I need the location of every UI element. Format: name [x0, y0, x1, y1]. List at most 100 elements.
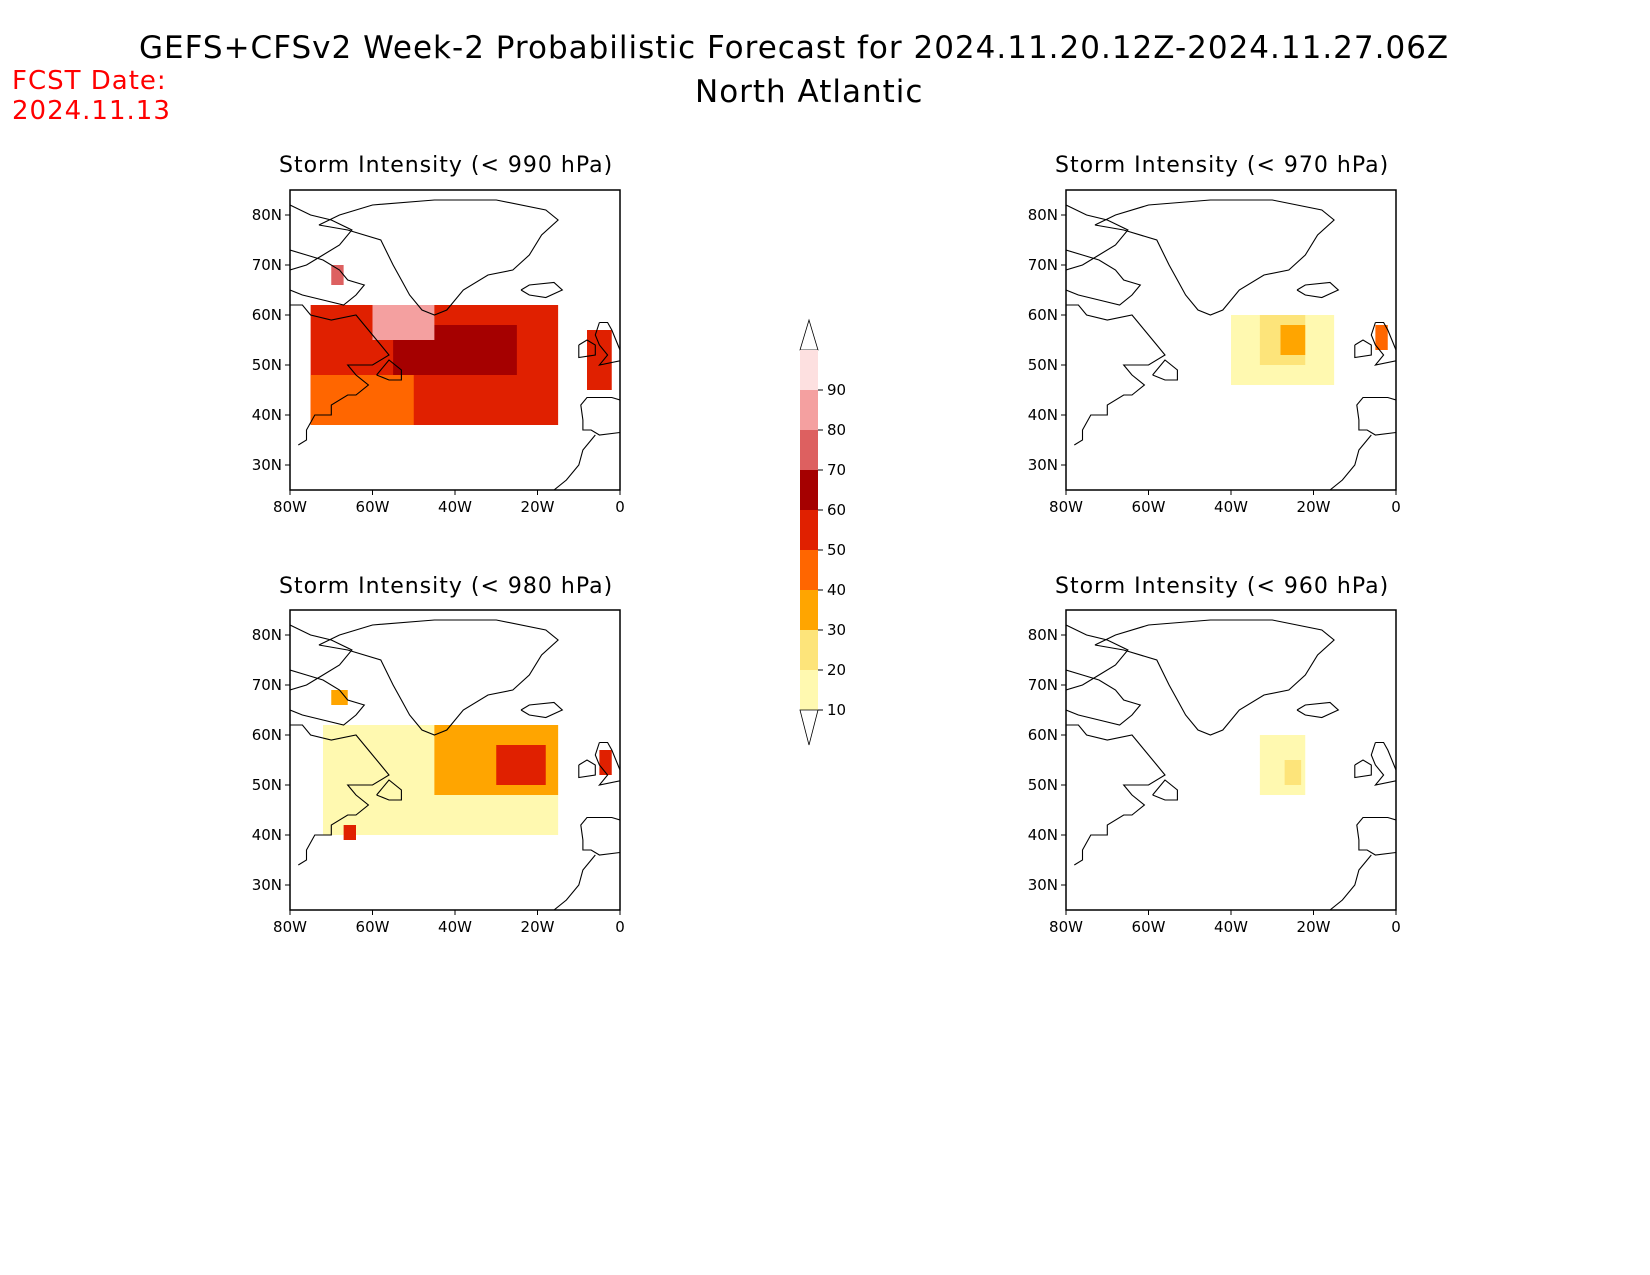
map-data-layer [1066, 619, 1396, 910]
panel-title-990: Storm Intensity (< 990 hPa) [279, 153, 614, 178]
lat-tick-label: 30N [1028, 456, 1058, 474]
coastline [1370, 321, 1396, 366]
coastline [318, 619, 559, 736]
coastline [376, 779, 402, 801]
probability-region [331, 690, 348, 705]
coastline [578, 339, 596, 359]
coastline [290, 724, 390, 866]
fcst-date-label: FCST Date: [12, 66, 167, 96]
coastline [520, 281, 564, 299]
lat-tick-label: 70N [1028, 676, 1058, 694]
panel-title-980: Storm Intensity (< 980 hPa) [279, 574, 614, 599]
probability-region [599, 750, 612, 775]
lon-tick-label: 80W [273, 918, 307, 936]
coastline [290, 304, 390, 446]
probability-region [372, 305, 435, 340]
lat-tick-label: 80N [1028, 626, 1058, 644]
coastline [1066, 669, 1142, 726]
lon-tick-label: 80W [1049, 498, 1083, 516]
map-panel-990: 80N 70N 60N 50N 40N 30N 80W 60W 40W 20W 0 [252, 189, 625, 516]
lat-tick-label: 30N [252, 456, 282, 474]
probability-region [1284, 760, 1302, 785]
lat-tick-label: 30N [1028, 876, 1058, 894]
lon-tick-label: 20W [1297, 498, 1331, 516]
colorbar-segment [800, 670, 818, 710]
lat-tick-label: 80N [252, 626, 282, 644]
colorbar-segment [800, 350, 818, 390]
map-panel-960: 80N 70N 60N 50N 40N 30N 80W 60W 40W 20W 0 [1028, 609, 1401, 936]
probability-region [1375, 325, 1388, 350]
lon-tick-label: 60W [1132, 918, 1166, 936]
coastline [1066, 724, 1166, 866]
lat-tick-label: 70N [252, 676, 282, 694]
region-subtitle: North Atlantic [695, 74, 924, 110]
lat-tick-label: 40N [252, 826, 282, 844]
map-data-layer [290, 619, 620, 910]
colorbar-label: 50 [827, 541, 846, 559]
coastline [1094, 619, 1335, 736]
lat-tick-label: 40N [252, 406, 282, 424]
coastline [1356, 816, 1396, 856]
map-panel-980: 80N 70N 60N 50N 40N 30N 80W 60W 40W 20W 0 [252, 609, 625, 936]
colorbar-segment [800, 390, 818, 430]
coastline [1329, 854, 1372, 910]
coastline [1152, 359, 1178, 381]
lat-tick-label: 50N [1028, 356, 1058, 374]
lon-tick-label: 60W [356, 498, 390, 516]
colorbar-segment [800, 550, 818, 590]
coastline [1354, 759, 1372, 779]
probability-region [496, 745, 546, 785]
lat-tick-label: 50N [252, 356, 282, 374]
coastline [290, 204, 353, 271]
lat-tick-label: 30N [252, 876, 282, 894]
lat-tick-label: 60N [1028, 726, 1058, 744]
coastline [1296, 701, 1340, 719]
colorbar-bottom-arrow [799, 709, 819, 746]
probability-region [343, 825, 356, 840]
lon-tick-label: 40W [1214, 498, 1248, 516]
lat-tick-label: 70N [1028, 256, 1058, 274]
coastline [1094, 199, 1335, 316]
coastline [376, 359, 402, 381]
coastline [580, 816, 620, 856]
colorbar-label: 30 [827, 621, 846, 639]
chart-title: GEFS+CFSv2 Week-2 Probabilistic Forecast… [139, 30, 1450, 66]
lon-tick-label: 0 [1391, 918, 1401, 936]
colorbar-label: 40 [827, 581, 846, 599]
colorbar-segment [800, 510, 818, 550]
lat-tick-label: 40N [1028, 406, 1058, 424]
lon-tick-label: 80W [1049, 918, 1083, 936]
lon-tick-label: 80W [273, 498, 307, 516]
colorbar-label: 90 [827, 381, 846, 399]
lon-tick-label: 0 [615, 918, 625, 936]
lon-tick-label: 20W [521, 498, 555, 516]
lon-tick-label: 20W [521, 918, 555, 936]
coastline [1296, 281, 1340, 299]
coastline [1356, 396, 1396, 436]
coastline [1066, 304, 1166, 446]
colorbar-label: 70 [827, 461, 846, 479]
coastline [594, 741, 620, 786]
colorbar-label: 80 [827, 421, 846, 439]
map-data-layer [1066, 199, 1396, 490]
probability-region [1280, 325, 1306, 355]
lon-tick-label: 40W [438, 498, 472, 516]
lon-tick-label: 40W [1214, 918, 1248, 936]
lat-tick-label: 60N [252, 306, 282, 324]
colorbar-label: 10 [827, 701, 846, 719]
coastline [580, 396, 620, 436]
coastline [594, 321, 620, 366]
colorbar-segment [800, 630, 818, 670]
lat-tick-label: 50N [1028, 776, 1058, 794]
lon-tick-label: 60W [1132, 498, 1166, 516]
coastline [1066, 624, 1129, 691]
coastline [1152, 779, 1178, 801]
coastline [1354, 339, 1372, 359]
colorbar-label: 60 [827, 501, 846, 519]
lat-tick-label: 50N [252, 776, 282, 794]
coastline [290, 249, 366, 306]
colorbar-segment [800, 430, 818, 470]
lon-tick-label: 60W [356, 918, 390, 936]
lat-tick-label: 80N [1028, 206, 1058, 224]
probability-region [587, 330, 612, 390]
